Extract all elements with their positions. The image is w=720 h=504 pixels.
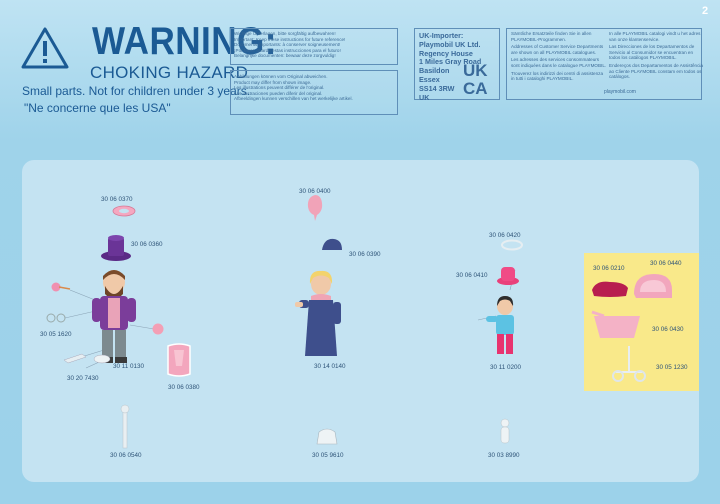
small-white-part [93, 354, 111, 364]
glasses-part [46, 313, 66, 323]
small-parts-notice: Small parts. Not for children under 3 ye… [22, 84, 251, 98]
storage-line: Documents importants: à conserver soigne… [234, 42, 341, 48]
part-code: 30 06 0430 [652, 326, 684, 333]
spare-parts-line: Sämtliche Ersatzteile finden Sie in alle… [511, 31, 592, 42]
ukca-mark-icon: UK CA [463, 61, 488, 96]
importer-line: UK [419, 92, 430, 102]
pink-accessory-part [51, 282, 71, 292]
usa-note: "Ne concerne que les USA" [24, 101, 171, 115]
part-code: 30 06 0410 [456, 272, 488, 279]
importer-line: 1 Miles Gray Road [419, 57, 482, 67]
storage-line: Belangrijke documenten: bewaar deze zorg… [234, 53, 336, 59]
svg-text:UK: UK [463, 61, 488, 80]
importer-line: UK-Importer: [419, 31, 464, 40]
part-code: 30 14 0140 [314, 363, 346, 370]
man-figure [92, 270, 136, 363]
pram-body-part [591, 310, 640, 338]
part-code: 30 05 9610 [312, 452, 344, 459]
white-tool-part [63, 353, 87, 364]
storage-line: Wichtige Unterlagen, bitte sorgfältig au… [234, 31, 336, 36]
blue-hat-part [322, 238, 342, 250]
spare-parts-line: Les adresses des services consommateurs … [511, 57, 607, 68]
importer-line: Regency House [419, 48, 473, 58]
pink-hat-part [497, 267, 519, 285]
disclaimer-line: Les illustrations peuvent différer de l'… [234, 85, 325, 91]
spare-parts-line: In alle PLAYMOBIL catalogi vindt u het a… [609, 31, 701, 42]
storage-line: ¡Por favor, guarde estas instrucciones p… [234, 47, 341, 53]
part-code: 30 06 0390 [349, 251, 381, 258]
part-code: 30 06 0540 [110, 452, 142, 459]
pram-hood-part [634, 274, 672, 298]
blanket-part [592, 281, 628, 297]
spare-parts-line: Addresses of Customer Service Department… [511, 44, 604, 55]
part-code: 30 05 1230 [656, 364, 688, 371]
part-code: 30 06 0380 [168, 384, 200, 391]
part-code: 30 11 0130 [113, 363, 145, 370]
disclaimer-line: Product may differ from shown image. [234, 79, 312, 85]
part-code: 30 06 0370 [101, 196, 133, 203]
part-code: 30 11 0200 [490, 364, 522, 371]
part-code: 30 06 0210 [593, 265, 625, 272]
image-disclaimer-box: Abbildungen können vom Original abweiche… [230, 70, 398, 115]
part-code: 30 06 0360 [131, 241, 163, 248]
disclaimer-line: Las ilustraciones pueden diferir del ori… [234, 90, 323, 96]
spare-parts-line: Endereços dos Departamentos de Assistênc… [609, 62, 703, 80]
top-hat-part [101, 235, 131, 261]
pram-frame-part [612, 346, 646, 382]
girl-figure [486, 296, 514, 354]
choking-hazard-subtitle: CHOKING HAZARD [90, 63, 249, 82]
svg-text:CA: CA [463, 79, 488, 96]
spare-parts-box: Sämtliche Ersatzteile finden Sie in alle… [506, 28, 703, 100]
warning-triangle-icon [21, 27, 69, 69]
page-number: 2 [702, 5, 709, 17]
bag-part [316, 428, 338, 445]
importer-line: Essex [419, 74, 440, 84]
part-code: 30 06 0440 [650, 260, 682, 267]
cane-part [120, 404, 130, 449]
storage-notice-box: Wichtige Unterlagen, bitte sorgfältig au… [230, 28, 398, 65]
part-code: 30 06 0420 [489, 232, 521, 239]
uk-importer-box: UK-Importer: Playmobil UK Ltd. Regency H… [414, 28, 500, 102]
importer-line: Basildon [419, 66, 450, 76]
pink-flower-part [152, 323, 164, 335]
spare-parts-line: Las Direcciones de los Departamentos de … [609, 44, 695, 61]
disclaimer-line: Afbeeldingen kunnen verschillen van het … [234, 96, 353, 102]
importer-line: Playmobil UK Ltd. [419, 39, 481, 49]
website-note: playmobil.com [604, 89, 636, 95]
hat-brim-ring-part [112, 205, 136, 217]
pink-vest-part [167, 343, 191, 377]
part-code: 30 06 0400 [299, 188, 331, 195]
part-code: 30 20 7430 [67, 375, 99, 382]
part-code: 30 03 8990 [488, 452, 520, 459]
spare-parts-line: Trouverez los indirizzi dei centri di as… [511, 70, 603, 82]
importer-line: SS14 3RW [419, 83, 455, 93]
ring-part [501, 239, 523, 251]
woman-figure [295, 270, 341, 356]
hair-part [307, 195, 323, 221]
disclaimer-line: Abbildungen können vom Original abweiche… [234, 74, 328, 79]
part-code: 30 05 1620 [40, 331, 72, 338]
storage-line: Important: Keep these instructions for f… [234, 36, 346, 42]
baby-figure-part [500, 418, 510, 444]
